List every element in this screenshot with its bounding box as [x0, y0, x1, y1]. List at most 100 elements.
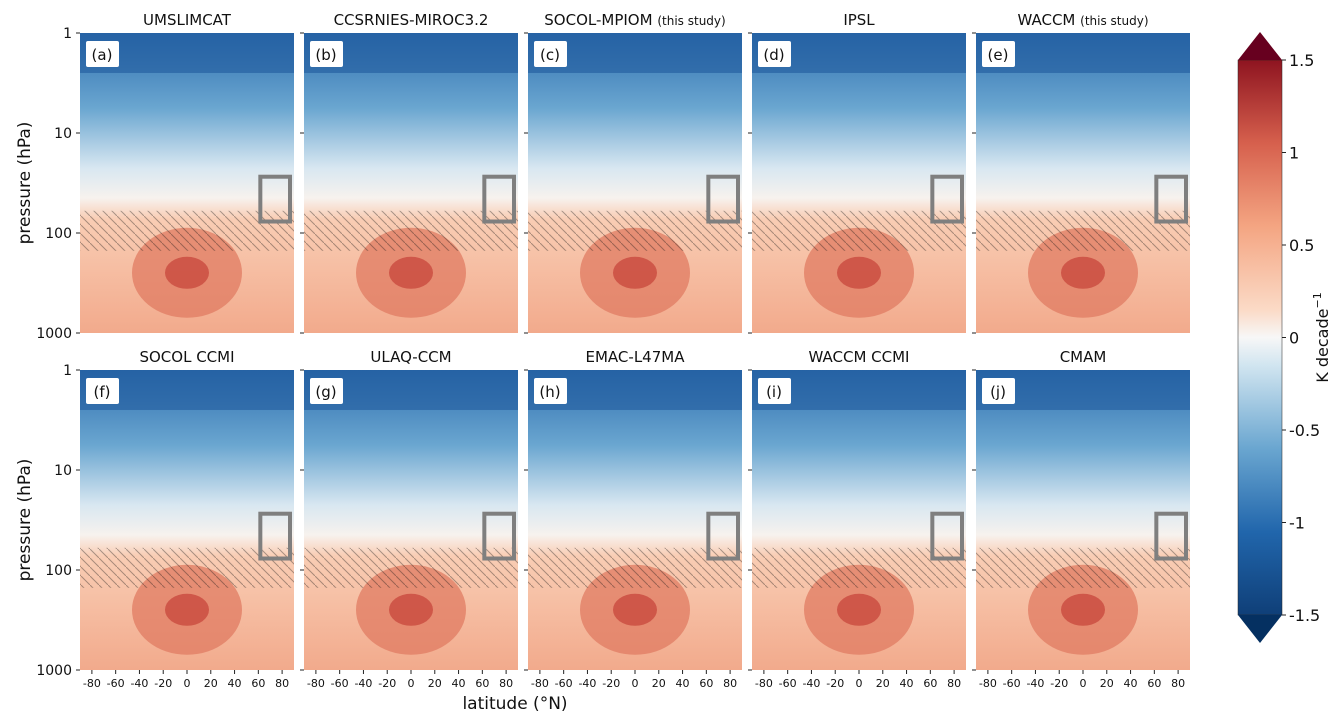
panel-title: EMAC-L47MA [586, 348, 686, 366]
panel-b: (b) CCSRNIES-MIROC3.2 [304, 11, 518, 333]
x-axis-label: latitude (°N) [462, 694, 567, 714]
panel-title: SOCOL-MPIOM (this study) [544, 11, 725, 29]
x-tick-label: -80 [755, 677, 773, 690]
colorbar-label: K decade−1 [1311, 292, 1332, 382]
x-tick-label: -20 [154, 677, 172, 690]
x-tick-label: -20 [1050, 677, 1068, 690]
x-tick-label: 60 [699, 677, 713, 690]
x-tick-label: 60 [1147, 677, 1161, 690]
x-tick-label: 40 [452, 677, 466, 690]
colorbar-tick-label: -1 [1289, 514, 1305, 533]
region-box [930, 511, 964, 561]
panel-title: UMSLIMCAT [143, 11, 232, 29]
panels: (a) UMSLIMCAT (b) CCSRNIES-MIROC3.2 (c) SOCOL… [80, 11, 1190, 670]
x-tick-label: -80 [979, 677, 997, 690]
hatching [304, 210, 518, 251]
panel-i: (i) WACCM CCMI [752, 348, 966, 670]
panel-letter: (a) [92, 46, 113, 64]
panel-title: IPSL [843, 11, 875, 29]
x-tick-label: 0 [856, 677, 863, 690]
x-tick-label: 20 [428, 677, 442, 690]
panel-letter: (c) [540, 46, 560, 64]
panel-title: CMAM [1060, 348, 1107, 366]
y-tick-label: 1 [63, 363, 72, 379]
x-tick-label: -40 [130, 677, 148, 690]
panel-f: (f) SOCOL CCMI [80, 348, 294, 670]
hatching [80, 210, 294, 251]
x-tick-label: 60 [923, 677, 937, 690]
y-tick-label: 10 [54, 126, 72, 142]
y-axis-label: pressure (hPa) [15, 122, 35, 245]
y-tick-label: 10 [54, 463, 72, 479]
x-tick-label: 0 [1080, 677, 1087, 690]
x-tick-label: 0 [632, 677, 639, 690]
x-tick-label: 40 [228, 677, 242, 690]
x-tick-label: 80 [275, 677, 289, 690]
x-tick-label: 60 [251, 677, 265, 690]
y-tick-label: 1000 [36, 326, 72, 342]
colorbar-extend-max [1238, 32, 1282, 60]
x-tick-label: -60 [1003, 677, 1021, 690]
x-tick-label: 80 [1171, 677, 1185, 690]
hatching [304, 547, 518, 588]
colorbar-tick-label: 1 [1289, 144, 1299, 163]
region-box [482, 511, 517, 561]
x-tick-label: 60 [475, 677, 489, 690]
panel-letter: (j) [990, 383, 1006, 401]
x-tick-label: 20 [204, 677, 218, 690]
region-box [930, 174, 964, 224]
panel-c: (c) SOCOL-MPIOM (this study) [528, 11, 742, 333]
panel-g: (g) ULAQ-CCM [304, 348, 518, 670]
x-tick-label: -40 [354, 677, 372, 690]
panel-letter: (g) [315, 383, 336, 401]
hatching [976, 210, 1190, 251]
x-tick-label: -20 [826, 677, 844, 690]
panel-title: WACCM CCMI [809, 348, 910, 366]
x-tick-label: -40 [1026, 677, 1044, 690]
x-tick-label: -60 [779, 677, 797, 690]
colorbar-extend-min [1238, 615, 1282, 643]
x-tick-label: 40 [900, 677, 914, 690]
panel-letter: (d) [763, 46, 784, 64]
panel-letter: (i) [766, 383, 782, 401]
y-tick-label: 100 [45, 563, 72, 579]
x-tick-label: 40 [676, 677, 690, 690]
region-box [1154, 174, 1189, 224]
x-tick-label: -60 [107, 677, 125, 690]
panel-letter: (b) [315, 46, 336, 64]
axes: 1 10 100 1000 1 10 100 1000 -80 -60 -40 -20 0 20 40 60 8… [15, 26, 1185, 690]
colorbar-tick-label: 1.5 [1289, 51, 1314, 70]
x-tick-label: 20 [876, 677, 890, 690]
x-tick-label: 0 [408, 677, 415, 690]
panel-title: CCSRNIES-MIROC3.2 [334, 11, 489, 29]
x-tick-label: 80 [947, 677, 961, 690]
region-box [1154, 511, 1189, 561]
region-box [706, 511, 740, 561]
x-tick-label: -60 [555, 677, 573, 690]
region-box [258, 174, 293, 224]
x-tick-label: -40 [802, 677, 820, 690]
x-tick-label: 80 [499, 677, 513, 690]
colorbar-scale [1237, 59, 1283, 616]
region-box [482, 174, 517, 224]
colorbar-tick-label: -1.5 [1289, 606, 1320, 625]
region-box [706, 174, 740, 224]
x-tick-label: -40 [578, 677, 596, 690]
x-tick-label: -80 [83, 677, 101, 690]
panel-j: (j) CMAM [976, 348, 1190, 670]
panel-letter: (f) [94, 383, 111, 401]
colorbar-tick-label: 0.5 [1289, 236, 1314, 255]
panel-e: (e) WACCM (this study) [976, 11, 1190, 333]
hatching [976, 547, 1190, 588]
panel-letter: (e) [988, 46, 1009, 64]
y-tick-label: 100 [45, 226, 72, 242]
panel-a: (a) UMSLIMCAT [80, 11, 294, 333]
panel-letter: (h) [539, 383, 560, 401]
x-tick-label: -80 [531, 677, 549, 690]
x-tick-label: 20 [1100, 677, 1114, 690]
panel-title: SOCOL CCMI [139, 348, 234, 366]
colorbar: 1.5 1 0.5 0 -0.5 -1 -1.5 K decade−1 [1237, 32, 1332, 643]
region-box [258, 511, 293, 561]
y-tick-label: 1 [63, 26, 72, 42]
